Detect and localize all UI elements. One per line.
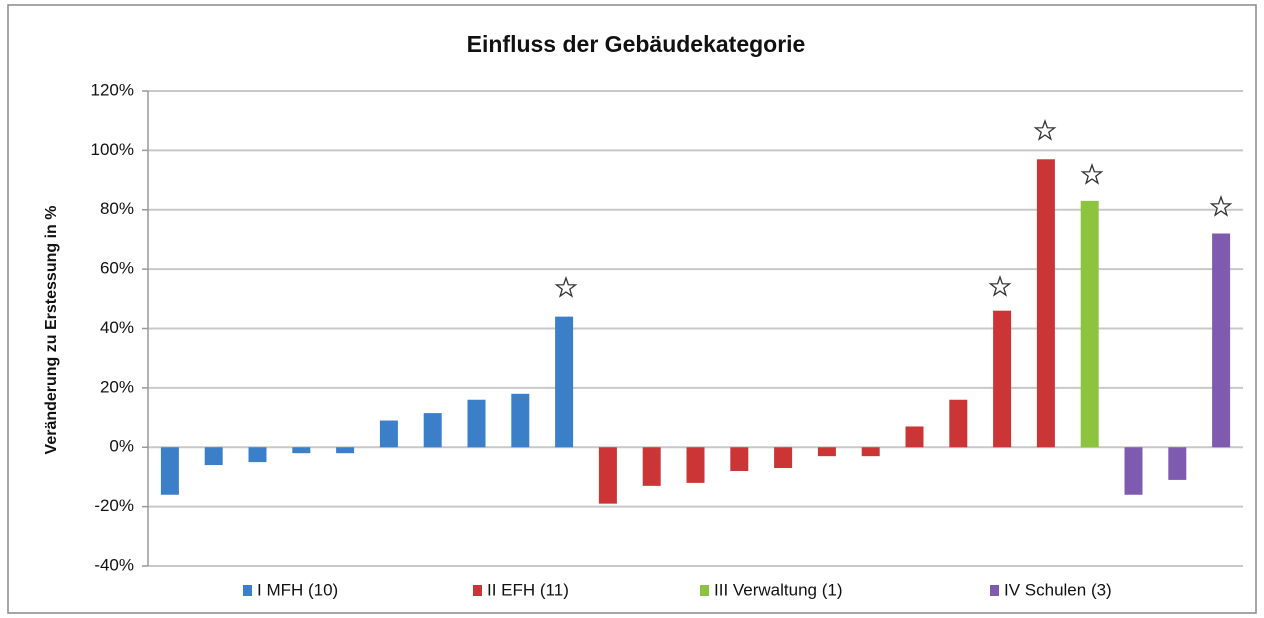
bar bbox=[248, 447, 267, 463]
y-axis-label: Veränderung zu Erstessung in % bbox=[43, 206, 60, 455]
legend-label: III Verwaltung (1) bbox=[714, 580, 843, 599]
legend-swatch bbox=[473, 585, 482, 596]
bar bbox=[993, 310, 1012, 448]
bar bbox=[1036, 159, 1055, 448]
bar bbox=[1212, 233, 1231, 448]
bar bbox=[292, 447, 311, 454]
chart-title: Einfluss der Gebäudekategorie bbox=[467, 31, 806, 57]
bar bbox=[160, 447, 179, 495]
bar bbox=[1168, 447, 1187, 480]
bar bbox=[511, 393, 530, 448]
bar bbox=[379, 420, 398, 448]
bar bbox=[774, 447, 793, 469]
plot-area: -40% -20% 0% 20% 40% 60% 80% 100% 120% I MFH (10)… bbox=[91, 80, 1243, 599]
bar bbox=[336, 447, 355, 454]
bar bbox=[905, 426, 924, 448]
y-tick-label: -20% bbox=[94, 496, 134, 515]
y-tick-label: 40% bbox=[100, 318, 134, 337]
chart-frame bbox=[7, 4, 1257, 614]
y-tick-label: 60% bbox=[100, 259, 134, 278]
y-tick-label: -40% bbox=[94, 555, 134, 574]
bar bbox=[817, 447, 836, 457]
y-tick-label: 0% bbox=[109, 437, 134, 456]
bar bbox=[1080, 200, 1099, 448]
bar bbox=[730, 447, 749, 471]
y-tick-label: 120% bbox=[91, 80, 134, 99]
bar bbox=[204, 447, 223, 466]
bar bbox=[423, 413, 442, 448]
legend-swatch bbox=[990, 585, 999, 596]
legend-swatch bbox=[243, 585, 252, 596]
legend-label: I MFH (10) bbox=[257, 580, 338, 599]
y-tick-label: 100% bbox=[91, 140, 134, 159]
y-tick-label: 20% bbox=[100, 377, 134, 396]
y-tick-label: 80% bbox=[100, 199, 134, 218]
legend-label: IV Schulen (3) bbox=[1004, 580, 1112, 599]
legend-swatch bbox=[700, 585, 709, 596]
bar bbox=[861, 447, 880, 457]
bar bbox=[1124, 447, 1143, 495]
bar bbox=[686, 447, 705, 483]
bar bbox=[555, 316, 574, 448]
bar bbox=[642, 447, 661, 486]
bar bbox=[949, 399, 968, 448]
bar bbox=[467, 399, 486, 448]
bar bbox=[598, 447, 617, 504]
legend-label: II EFH (11) bbox=[487, 580, 569, 599]
